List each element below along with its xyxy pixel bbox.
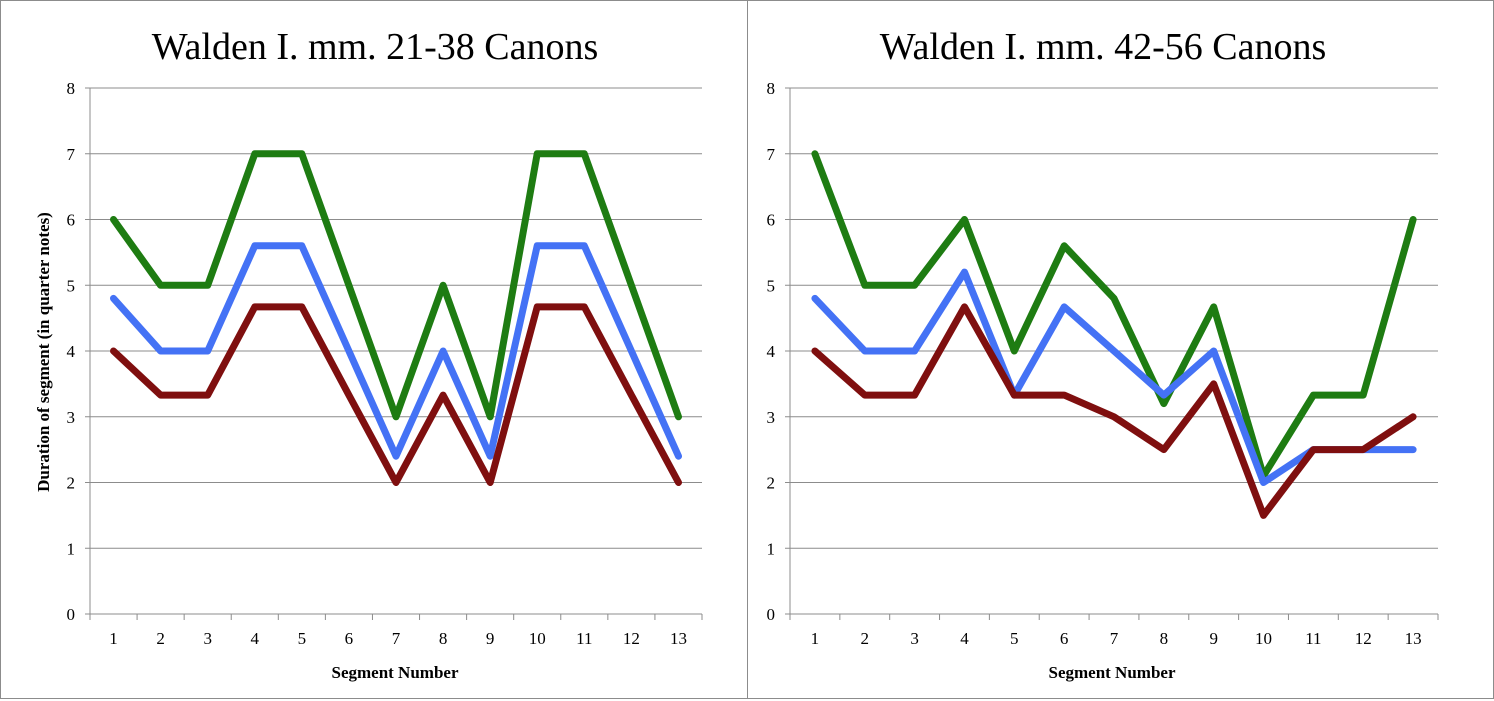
x-tick-label: 11	[1305, 629, 1321, 648]
y-axis-label: Duration of segment (in quarter notes)	[34, 212, 53, 492]
y-tick-label: 3	[767, 408, 776, 427]
series-line-1	[811, 150, 1417, 480]
series-line-1	[110, 150, 682, 421]
x-tick-label: 8	[1160, 629, 1169, 648]
chart-title: Walden I. mm. 21-38 Canons	[152, 26, 599, 68]
line-chart-left: Walden I. mm. 21-38 Canons Segment Numbe…	[34, 26, 703, 682]
x-tick-label: 12	[1355, 629, 1372, 648]
y-tick-label: 5	[767, 276, 776, 295]
series-lines	[110, 150, 682, 486]
y-tick-label: 1	[67, 539, 76, 558]
x-tick-label: 4	[251, 629, 260, 648]
x-tick-label: 5	[1010, 629, 1019, 648]
x-tick-label: 10	[1255, 629, 1272, 648]
x-tick-label: 2	[861, 629, 870, 648]
y-tick-label: 0	[67, 605, 76, 624]
x-tick-label: 10	[529, 629, 546, 648]
y-tick-label: 1	[767, 539, 776, 558]
chart-panel-left: Walden I. mm. 21-38 Canons Segment Numbe…	[0, 0, 748, 699]
x-tick-label: 7	[392, 629, 401, 648]
x-tick-label: 6	[1060, 629, 1069, 648]
axes	[785, 87, 1439, 620]
x-axis-label: Segment Number	[331, 663, 458, 682]
x-tick-label: 5	[298, 629, 307, 648]
y-tick-label: 2	[67, 474, 76, 493]
x-tick-label: 9	[486, 629, 495, 648]
y-tick-label: 0	[767, 605, 776, 624]
series-lines	[811, 150, 1417, 519]
x-tick-label: 9	[1209, 629, 1218, 648]
x-tick-label: 13	[670, 629, 687, 648]
x-axis-label: Segment Number	[1048, 663, 1175, 682]
y-tick-label: 4	[67, 342, 76, 361]
y-tick-label: 7	[67, 145, 76, 164]
y-tick-label: 8	[67, 79, 76, 98]
series-line-3	[811, 303, 1417, 519]
x-tick-label: 7	[1110, 629, 1119, 648]
chart-panel-right: Walden I. mm. 42-56 Canons Segment Numbe…	[747, 0, 1494, 699]
line-chart-right: Walden I. mm. 42-56 Canons Segment Numbe…	[767, 26, 1439, 682]
x-tick-label: 11	[576, 629, 592, 648]
x-tick-label: 3	[910, 629, 919, 648]
x-tick-label: 1	[811, 629, 820, 648]
x-tick-label: 2	[156, 629, 165, 648]
gridlines	[790, 87, 1438, 549]
y-tick-label: 8	[767, 79, 776, 98]
y-tick-label: 3	[67, 408, 76, 427]
x-tick-label: 6	[345, 629, 354, 648]
series-line-3	[110, 303, 682, 486]
x-tick-label: 13	[1405, 629, 1422, 648]
x-tick-label: 1	[109, 629, 118, 648]
y-tick-label: 4	[767, 342, 776, 361]
x-tick-label: 8	[439, 629, 448, 648]
series-line-2	[110, 242, 682, 460]
axes	[85, 87, 703, 620]
x-tick-label: 12	[623, 629, 640, 648]
y-tick-label: 2	[767, 474, 776, 493]
chart-title: Walden I. mm. 42-56 Canons	[880, 26, 1327, 68]
y-tick-label: 6	[67, 211, 76, 230]
y-tick-label: 5	[67, 276, 76, 295]
y-tick-label: 7	[767, 145, 776, 164]
x-tick-label: 3	[203, 629, 212, 648]
x-tick-label: 4	[960, 629, 969, 648]
y-tick-label: 6	[767, 211, 776, 230]
